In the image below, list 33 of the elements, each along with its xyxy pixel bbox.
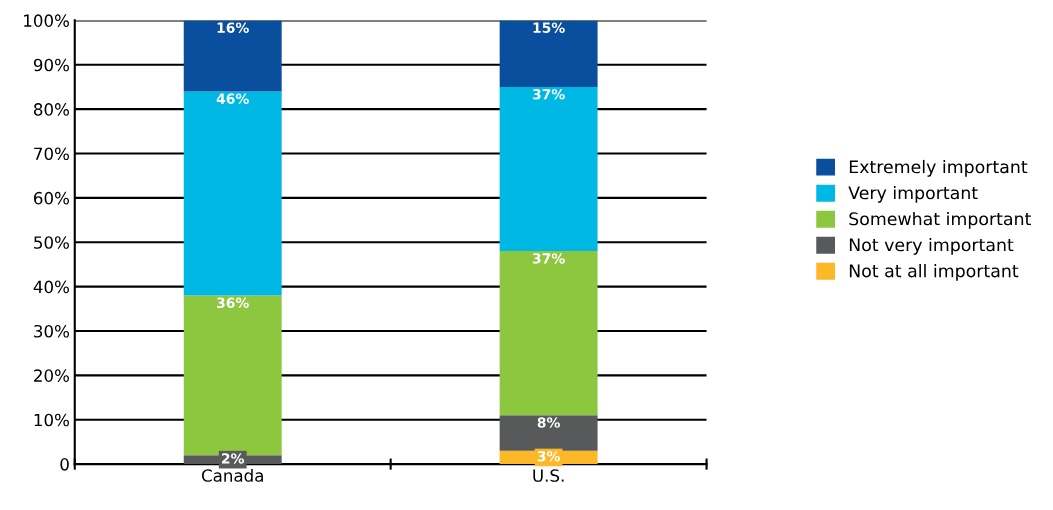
y-tick-label: 50% bbox=[34, 236, 69, 249]
data-label: 8% bbox=[537, 417, 560, 428]
legend-label: Somewhat important bbox=[849, 211, 1031, 229]
x-tick-label: U.S. bbox=[533, 469, 564, 482]
data-label: 15% bbox=[533, 22, 565, 33]
y-tick-label: 10% bbox=[34, 413, 69, 427]
data-label: 16% bbox=[217, 22, 249, 33]
bar bbox=[499, 86, 598, 252]
y-tick-label: 60% bbox=[34, 191, 69, 205]
bar bbox=[183, 91, 282, 296]
legend-label: Not very important bbox=[849, 237, 1014, 255]
y-tick-label: 100% bbox=[24, 14, 69, 27]
data-label: 37% bbox=[532, 88, 565, 100]
y-tick-label: 70% bbox=[34, 147, 69, 161]
y-tick-label: 20% bbox=[34, 369, 69, 382]
bar bbox=[499, 251, 598, 416]
bar bbox=[183, 20, 282, 92]
data-label: 2% bbox=[222, 453, 245, 464]
legend-label: Extremely important bbox=[849, 159, 1028, 177]
data-label: 46% bbox=[216, 93, 249, 104]
y-tick-label: 90% bbox=[33, 58, 69, 72]
data-label: 3% bbox=[537, 450, 560, 462]
y-tick-label: 30% bbox=[34, 324, 69, 338]
legend-label: Not at all important bbox=[849, 263, 1019, 281]
bar bbox=[499, 20, 598, 87]
bar bbox=[499, 415, 598, 451]
data-label: 37% bbox=[532, 253, 565, 264]
y-tick-label: 80% bbox=[33, 103, 69, 116]
y-tick-label: 40% bbox=[33, 280, 69, 294]
x-tick-label: Canada bbox=[201, 468, 263, 482]
legend-label: Very important bbox=[848, 185, 978, 203]
data-label: 36% bbox=[217, 297, 249, 309]
y-tick-label: 0 bbox=[60, 458, 69, 471]
